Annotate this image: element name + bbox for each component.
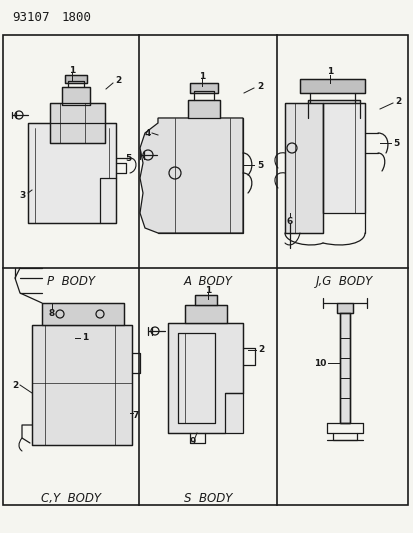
Polygon shape: [140, 118, 242, 233]
Text: 1: 1: [198, 71, 204, 80]
Text: 2: 2: [114, 76, 121, 85]
Bar: [65, 75, 87, 83]
Bar: [168, 323, 242, 433]
Bar: [190, 83, 218, 93]
Text: 1: 1: [69, 66, 75, 75]
Bar: [284, 103, 322, 233]
Text: 7: 7: [133, 410, 139, 419]
Text: 6: 6: [286, 216, 292, 225]
Bar: [3, 35, 407, 505]
Text: 1800: 1800: [62, 11, 92, 24]
Bar: [307, 100, 359, 118]
Text: S  BODY: S BODY: [183, 492, 232, 505]
Bar: [322, 103, 364, 213]
Text: 5: 5: [392, 139, 398, 148]
Text: 5: 5: [125, 154, 131, 163]
Text: 1: 1: [204, 286, 211, 295]
Bar: [32, 325, 132, 445]
Text: 2: 2: [12, 381, 18, 390]
Bar: [299, 79, 364, 93]
Text: 93107: 93107: [12, 11, 50, 24]
Text: 9: 9: [189, 437, 196, 446]
Bar: [158, 118, 242, 233]
Text: A  BODY: A BODY: [183, 275, 232, 288]
Text: C,Y  BODY: C,Y BODY: [41, 492, 101, 505]
Bar: [195, 295, 216, 305]
Bar: [339, 313, 349, 423]
Bar: [50, 103, 105, 143]
Text: P  BODY: P BODY: [47, 275, 95, 288]
Text: 10: 10: [313, 359, 325, 367]
Text: 1: 1: [326, 67, 332, 76]
Text: 2: 2: [256, 82, 263, 91]
Text: 8: 8: [49, 309, 55, 318]
Bar: [188, 100, 219, 118]
Bar: [28, 123, 116, 223]
Text: 5: 5: [256, 160, 263, 169]
Bar: [62, 87, 90, 105]
Text: 2: 2: [257, 345, 263, 354]
Text: 4: 4: [145, 128, 151, 138]
Bar: [336, 303, 352, 313]
Text: J,G  BODY: J,G BODY: [316, 275, 373, 288]
Text: 3: 3: [20, 190, 26, 199]
Bar: [185, 305, 226, 323]
Text: 2: 2: [394, 96, 400, 106]
Bar: [42, 303, 124, 325]
Text: 1: 1: [82, 334, 88, 343]
